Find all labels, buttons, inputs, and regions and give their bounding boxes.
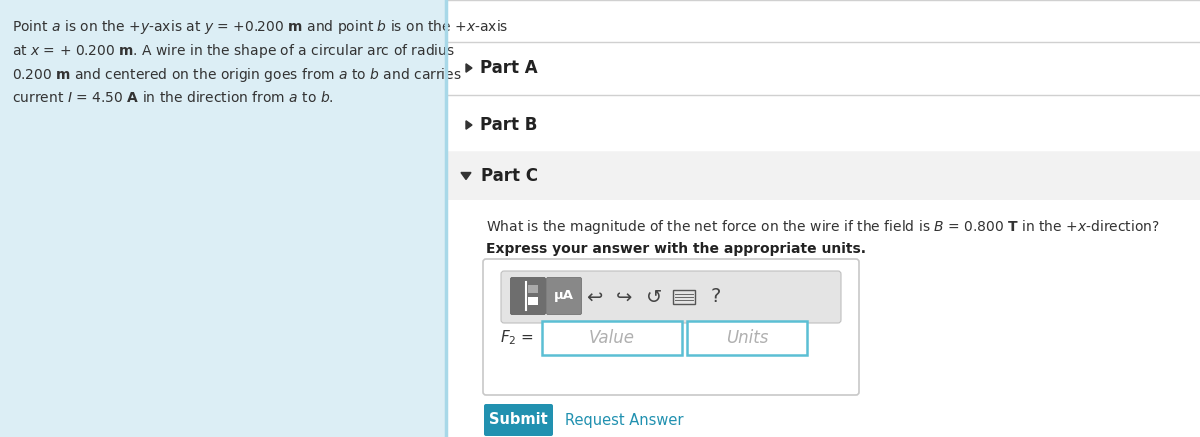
Polygon shape <box>466 64 472 72</box>
Text: Part A: Part A <box>480 59 538 77</box>
FancyBboxPatch shape <box>484 404 553 436</box>
Text: Submit: Submit <box>490 413 548 427</box>
Polygon shape <box>466 121 472 129</box>
Text: Request Answer: Request Answer <box>565 413 684 427</box>
Text: Point $a$ is on the +$y$-axis at $y$ = +0.200 $\mathbf{m}$ and point $b$ is on t: Point $a$ is on the +$y$-axis at $y$ = +… <box>12 18 509 36</box>
Text: ↩: ↩ <box>586 288 602 306</box>
Polygon shape <box>461 173 470 180</box>
Text: Express your answer with the appropriate units.: Express your answer with the appropriate… <box>486 242 866 256</box>
FancyBboxPatch shape <box>482 259 859 395</box>
Bar <box>542 321 682 355</box>
Text: ?: ? <box>710 288 721 306</box>
Text: current $I$ = 4.50 $\mathbf{A}$ in the direction from $a$ to $b$.: current $I$ = 4.50 $\mathbf{A}$ in the d… <box>12 90 334 105</box>
Text: Part C: Part C <box>481 167 538 185</box>
Bar <box>528 285 538 293</box>
Text: ↪: ↪ <box>616 288 632 306</box>
Text: ↺: ↺ <box>646 288 662 306</box>
Text: µA: µA <box>554 289 574 302</box>
Text: $F_2$ =: $F_2$ = <box>500 329 534 347</box>
Bar <box>0 0 446 437</box>
Bar <box>528 297 538 305</box>
Bar <box>686 321 808 355</box>
FancyBboxPatch shape <box>546 277 582 315</box>
FancyBboxPatch shape <box>510 277 546 315</box>
FancyBboxPatch shape <box>502 271 841 323</box>
Text: Units: Units <box>726 329 768 347</box>
Text: Value: Value <box>589 329 635 347</box>
Text: 0.200 $\mathbf{m}$ and centered on the origin goes from $a$ to $b$ and carries: 0.200 $\mathbf{m}$ and centered on the o… <box>12 66 462 84</box>
Text: What is the magnitude of the net force on the wire if the field is $B$ = 0.800 $: What is the magnitude of the net force o… <box>486 218 1160 236</box>
Bar <box>446 152 1200 200</box>
Text: Part B: Part B <box>480 116 538 134</box>
Text: at $x$ = + 0.200 $\mathbf{m}$. A wire in the shape of a circular arc of radius: at $x$ = + 0.200 $\mathbf{m}$. A wire in… <box>12 42 455 60</box>
